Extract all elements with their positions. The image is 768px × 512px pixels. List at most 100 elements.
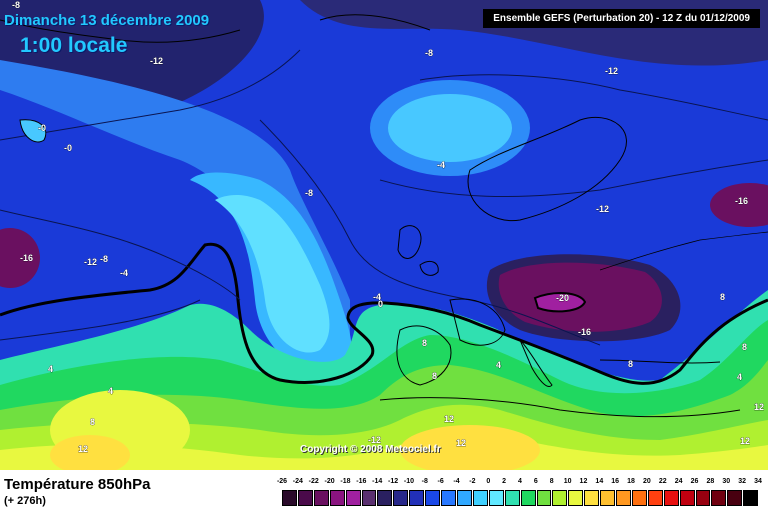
variable-title: Température 850hPa	[4, 476, 151, 493]
west-cold-region	[0, 228, 40, 288]
isotherm-line	[0, 209, 241, 301]
isotherm-line	[0, 49, 301, 141]
isotherm-line	[259, 119, 601, 346]
legend-label: 32	[738, 478, 747, 485]
legend-swatch	[282, 490, 297, 506]
legend-label: -8	[421, 478, 428, 485]
legend-swatch	[472, 490, 488, 506]
contour-value-label: 12	[456, 438, 466, 448]
legend-label: -26	[276, 478, 288, 485]
contour-value-label: 8	[720, 292, 725, 302]
legend-swatch	[536, 490, 552, 506]
legend-label: -18	[340, 478, 351, 485]
contour-value-label: -0	[38, 123, 46, 133]
lead-time: (+ 276h)	[4, 495, 46, 507]
legend-swatch	[679, 490, 695, 506]
iceland-outline	[19, 119, 47, 143]
legend-label: 28	[706, 478, 715, 485]
contour-value-label: 4	[48, 364, 53, 374]
legend-label: 2	[502, 478, 507, 485]
legend-swatch	[377, 490, 393, 506]
legend-swatch	[393, 490, 409, 506]
contour-value-label: 8	[628, 359, 633, 369]
legend-swatch	[345, 490, 361, 506]
contour-value-label: 4	[108, 386, 113, 396]
legend-swatch	[727, 490, 743, 506]
contour-value-label: 8	[90, 417, 95, 427]
warm-blob-west-core	[50, 435, 130, 470]
north-africa-coast	[379, 397, 741, 418]
legend-label: 10	[563, 478, 572, 485]
legend-label: 24	[674, 478, 683, 485]
legend-labels: -26 -24 -22 -20 -18 -16 -14 -12 -10 -8 -6 -4 -2 0 2 4 6 8…	[277, 478, 762, 488]
border-line	[599, 231, 768, 271]
forecast-time: 1:00 locale	[20, 34, 128, 57]
contour-value-label: -12	[150, 56, 163, 66]
legend-label: -10	[403, 478, 414, 485]
contour-value-label: -12	[605, 66, 618, 76]
legend-swatch	[663, 490, 679, 506]
legend-label: 14	[595, 478, 604, 485]
legend-label: -22	[308, 478, 319, 485]
legend-swatch	[297, 490, 313, 506]
legend-label: 4	[518, 478, 522, 485]
map-canvas: -8-12-8-12-4-8-12-16-0-0-16 -12 -8-4-40884…	[0, 0, 768, 470]
contour-value-label: -12	[368, 435, 381, 445]
legend-label: -4	[453, 478, 460, 485]
isotherm-line	[419, 74, 768, 121]
legend-label: 34	[754, 478, 762, 485]
legend-label: -6	[437, 478, 444, 485]
legend-label: 6	[533, 478, 538, 485]
legend-label: 20	[643, 478, 651, 485]
legend-swatch	[520, 490, 536, 506]
contour-value-label: -8	[12, 0, 20, 10]
forecast-date: Dimanche 13 décembre 2009	[4, 12, 210, 29]
contour-value-label: -16	[735, 196, 748, 206]
contour-value-label: -0	[64, 143, 72, 153]
warm-blob-africa	[400, 425, 540, 470]
legend-swatch	[647, 490, 663, 506]
legend-label: 26	[690, 478, 699, 485]
contour-value-label: 8	[422, 338, 427, 348]
legend-swatch	[329, 490, 345, 506]
color-legend	[282, 490, 759, 506]
contour-value-label: 4	[496, 360, 501, 370]
legend-label: 18	[627, 478, 635, 485]
italy-outline	[519, 339, 553, 387]
contour-value-label: 0	[378, 299, 383, 309]
british-isles-outline	[397, 225, 422, 259]
contour-value-label: 12	[754, 402, 764, 412]
east-cold-region	[710, 183, 768, 227]
contour-value-label: 12	[78, 444, 88, 454]
legend-swatch	[584, 490, 600, 506]
ireland-outline	[419, 261, 439, 276]
balkans-coast	[599, 359, 721, 364]
legend-label: 8	[549, 478, 554, 485]
legend-label: 12	[579, 478, 588, 485]
legend-label: 22	[658, 478, 667, 485]
legend-swatch	[361, 490, 377, 506]
contour-value-label: 12	[740, 436, 750, 446]
legend-swatch	[409, 490, 425, 506]
greenland-coast	[0, 19, 241, 43]
contour-value-label: -16	[578, 327, 591, 337]
iberia-outline	[396, 325, 452, 386]
scandinavia-outline	[467, 116, 627, 222]
contour-value-label: 4	[737, 372, 742, 382]
contour-labels: -8-12-8-12-4-8-12-16-0-0-16 -12 -8-4-40884…	[12, 0, 765, 454]
contour-value-label: 8	[432, 371, 437, 381]
legend-label: -20	[324, 478, 335, 485]
contour-value-label: -4	[373, 292, 381, 302]
contour-value-label: -16	[20, 253, 33, 263]
copyright-notice: Copyright © 2008 Meteociel.fr	[300, 444, 441, 455]
legend-swatch	[568, 490, 584, 506]
cold-pool-core	[533, 292, 587, 313]
contour-value-label: -8	[100, 254, 108, 264]
legend-swatch	[441, 490, 456, 506]
legend-swatch	[743, 490, 759, 506]
legend-label: -14	[372, 478, 383, 485]
legend-swatch	[488, 490, 504, 506]
legend-swatch	[600, 490, 616, 506]
legend-label: -24	[292, 478, 303, 485]
contour-value-label: -8	[425, 48, 433, 58]
